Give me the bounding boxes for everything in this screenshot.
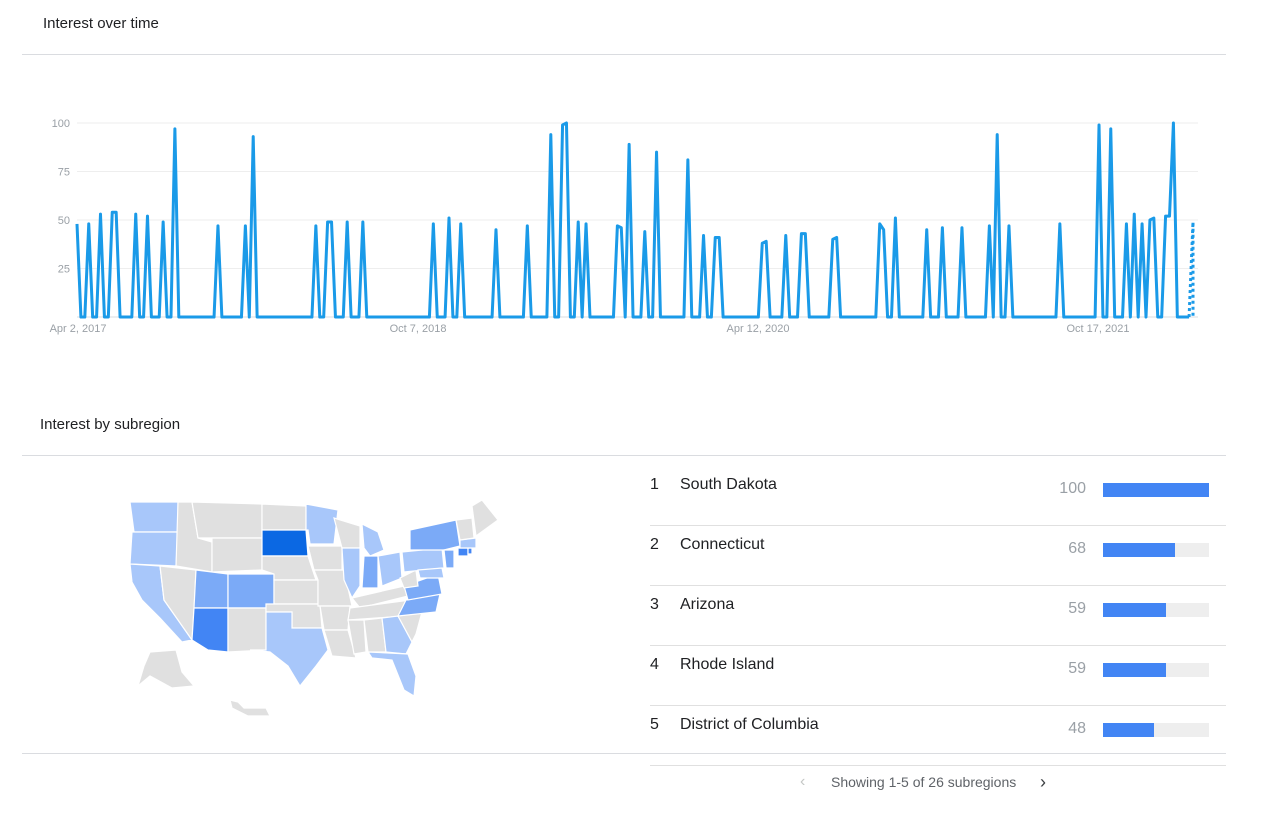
chart-x-ticks: Apr 2, 2017 Oct 7, 2018 Apr 12, 2020 Oct 17… <box>50 323 1130 335</box>
ranking-value: 59 <box>1068 600 1086 617</box>
ranking-rank: 2 <box>650 536 659 553</box>
chart-y-tick-label: 25 <box>58 264 70 276</box>
ranking-name: District of Columbia <box>680 716 819 733</box>
map-state-florida[interactable] <box>366 651 417 698</box>
ranking-bottom-divider <box>22 753 1226 754</box>
chart-x-tick-label: Oct 7, 2018 <box>390 323 447 335</box>
chart-grid <box>77 122 1198 318</box>
chart-y-tick-label: 50 <box>58 215 70 227</box>
map-state-new-jersey[interactable] <box>443 549 455 569</box>
ranking-bar <box>1103 663 1209 677</box>
map-state-hawaii[interactable] <box>229 699 271 717</box>
map-state-maryland[interactable] <box>417 567 445 579</box>
map-state-connecticut[interactable] <box>457 547 469 557</box>
map-state-arkansas[interactable] <box>319 605 351 631</box>
us-subregion-map[interactable] <box>120 490 510 720</box>
chart-y-ticks: 25 50 75 100 <box>52 118 70 276</box>
map-state-wyoming[interactable] <box>211 537 263 573</box>
chart-x-tick-label: Apr 12, 2020 <box>727 323 790 335</box>
map-state-rhode-island[interactable] <box>467 547 473 555</box>
chevron-right-icon[interactable]: › <box>1040 772 1046 792</box>
chart-series-partial <box>1187 221 1195 318</box>
map-state-minnesota[interactable] <box>305 503 339 545</box>
map-state-montana[interactable] <box>191 501 263 539</box>
ranking-name: Rhode Island <box>680 656 775 673</box>
map-state-georgia[interactable] <box>381 615 413 655</box>
interest-by-subregion-title: Interest by subregion <box>40 416 181 433</box>
ranking-rank: 5 <box>650 716 659 733</box>
ranking-name: Connecticut <box>680 536 765 553</box>
ranking-bar-fill <box>1103 483 1209 497</box>
ranking-row[interactable]: 4 Rhode Island 59 <box>650 646 1226 706</box>
ranking-value: 48 <box>1068 720 1086 737</box>
ranking-bar-fill <box>1103 723 1154 737</box>
ranking-row[interactable]: 3 Arizona 59 <box>650 586 1226 646</box>
ranking-bar <box>1103 723 1209 737</box>
chart-y-tick-label: 100 <box>52 118 70 130</box>
ranking-value: 100 <box>1059 480 1086 497</box>
map-state-utah[interactable] <box>193 569 229 609</box>
ranking-name: Arizona <box>680 596 735 613</box>
map-state-mississippi[interactable] <box>347 619 367 655</box>
ranking-bar <box>1103 483 1209 497</box>
map-state-kansas[interactable] <box>273 579 319 605</box>
map-state-michigan[interactable] <box>361 522 385 557</box>
chart-x-tick-label: Apr 2, 2017 <box>50 323 107 335</box>
ranking-bar <box>1103 543 1209 557</box>
map-state-louisiana[interactable] <box>323 629 357 659</box>
ranking-row[interactable]: 1 South Dakota 100 <box>650 466 1226 526</box>
map-state-vermont-nh[interactable] <box>455 517 475 541</box>
ranking-rank: 4 <box>650 656 659 673</box>
map-state-west-virginia[interactable] <box>399 569 419 589</box>
map-state-new-mexico[interactable] <box>227 607 267 653</box>
interest-over-time-chart: 25 50 75 100 Apr 2, 2017 Oct 7, 2018 Apr 12, … <box>50 118 1198 335</box>
pager-status-text: Showing 1-5 of 26 subregions <box>831 774 1017 790</box>
chevron-left-icon[interactable]: ‹ <box>800 773 806 790</box>
map-state-washington[interactable] <box>129 501 179 533</box>
map-state-ohio[interactable] <box>377 551 403 587</box>
map-state-wisconsin[interactable] <box>333 517 361 549</box>
map-state-oregon[interactable] <box>129 531 179 567</box>
map-state-new-york[interactable] <box>409 519 461 551</box>
map-state-iowa[interactable] <box>307 545 343 571</box>
chart-series-line <box>75 121 1190 319</box>
ranking-bar-fill <box>1103 663 1166 677</box>
map-state-alaska[interactable] <box>136 649 196 689</box>
map-state-illinois[interactable] <box>341 547 361 600</box>
chart-series <box>75 121 1195 319</box>
ranking-rank: 3 <box>650 596 659 613</box>
ranking-name: South Dakota <box>680 476 777 493</box>
map-state-indiana[interactable] <box>361 555 379 589</box>
ranking-bar <box>1103 603 1209 617</box>
chart-y-tick-label: 75 <box>58 167 70 179</box>
ranking-row[interactable]: 2 Connecticut 68 <box>650 526 1226 586</box>
ranking-value: 68 <box>1068 540 1086 557</box>
chart-x-tick-label: Oct 17, 2021 <box>1067 323 1130 335</box>
ranking-row[interactable]: 5 District of Columbia 48 <box>650 706 1226 766</box>
interest-over-time-divider <box>22 54 1226 55</box>
map-state-maine[interactable] <box>471 499 499 538</box>
map-state-texas[interactable] <box>249 611 329 688</box>
ranking-bar-fill <box>1103 603 1166 617</box>
ranking-rank: 1 <box>650 476 659 493</box>
interest-over-time-title: Interest over time <box>43 15 159 32</box>
map-state-colorado[interactable] <box>227 573 275 609</box>
map-state-north-dakota[interactable] <box>261 503 307 531</box>
ranking-value: 59 <box>1068 660 1086 677</box>
map-state-south-dakota[interactable] <box>261 529 309 557</box>
map-state-arizona[interactable] <box>191 607 229 653</box>
ranking-bar-fill <box>1103 543 1176 557</box>
interest-by-subregion-divider <box>22 455 1226 456</box>
